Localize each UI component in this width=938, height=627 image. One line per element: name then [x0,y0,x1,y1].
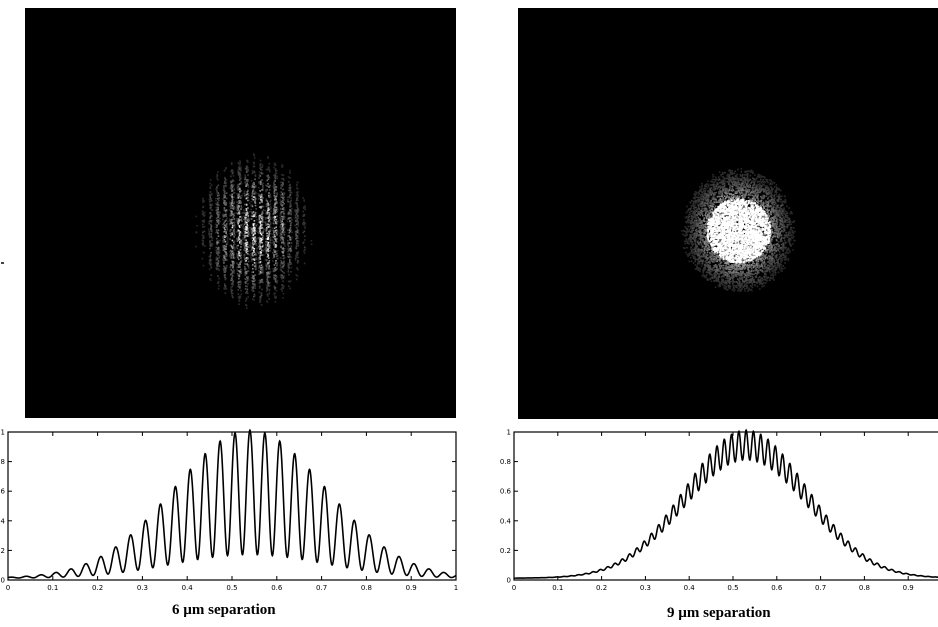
x-tick-label: 0 [6,584,10,592]
x-tick-label: 0.5 [226,584,237,592]
x-tick-label: 0.8 [859,584,870,592]
image-background [25,8,456,418]
x-tick-label: 0.1 [552,584,563,592]
caption-left-text: separation [208,602,276,618]
plot-frame [7,431,457,581]
fringe-spot [195,153,313,310]
x-tick-label: 0.3 [640,584,651,592]
intensity-profile-plot-right: 0 0.2 0.4 0.6 0.8 1 0 0.1 0.2 0.3 0.4 0.5 0.6 0.7 0.8 0… [500,428,938,596]
caption-left-number: 6 [172,602,180,618]
margin-mark [1,262,4,264]
x-tick-label: 0.3 [137,584,148,592]
y-tick-label: 0.4 [500,517,512,525]
intensity-curve [514,428,938,579]
x-tick-label: 0.9 [406,584,417,592]
y-tick-label: 0 [507,577,511,585]
y-tick-label: 0.2 [500,547,511,555]
y-tick-label: 0.8 [0,458,5,466]
caption-right-unit: µm [678,605,700,621]
x-tick-label: 0.7 [316,584,327,592]
x-tick-label: 1 [454,584,458,592]
x-tick-label: 0.4 [684,584,696,592]
x-tick-label: 0.4 [182,584,194,592]
intensity-profile-plot-left: 0 0.2 0.4 0.6 0.8 1 0 0.1 0.2 0.3 0.4 0.5 0.6 0.7 0.8 0… [0,428,460,596]
y-tick-label: 0.4 [0,517,6,525]
speckle-core [706,198,772,264]
y-tick-label: 1 [507,429,511,437]
interference-image-right [518,8,938,419]
x-tick-label: 0.5 [727,584,738,592]
caption-right: 9 µm separation [667,605,771,622]
x-tick-label: 0.1 [47,584,58,592]
x-tick-label: 0.9 [903,584,914,592]
x-tick-label: 0 [512,584,516,592]
x-tick-label: 0.2 [596,584,607,592]
y-tick-label: 0.6 [0,488,6,496]
x-tick-label: 0.7 [815,584,826,592]
y-tick-label: 0.2 [0,547,5,555]
caption-right-number: 9 [667,605,675,621]
x-tick-label: 0.8 [361,584,372,592]
x-tick-label: 0.6 [771,584,783,592]
y-tick-label: 0.8 [500,458,511,466]
y-tick-label: 1 [1,429,5,437]
caption-right-text: separation [703,605,771,621]
interference-image-left [25,8,456,418]
x-tick-label: 0.2 [92,584,103,592]
x-tick-label: 0.6 [271,584,283,592]
y-tick-label: 0 [1,577,5,585]
caption-left-unit: µm [183,602,205,618]
y-tick-label: 0.6 [500,488,512,496]
intensity-curve [7,428,457,579]
caption-left: 6 µm separation [172,602,276,619]
